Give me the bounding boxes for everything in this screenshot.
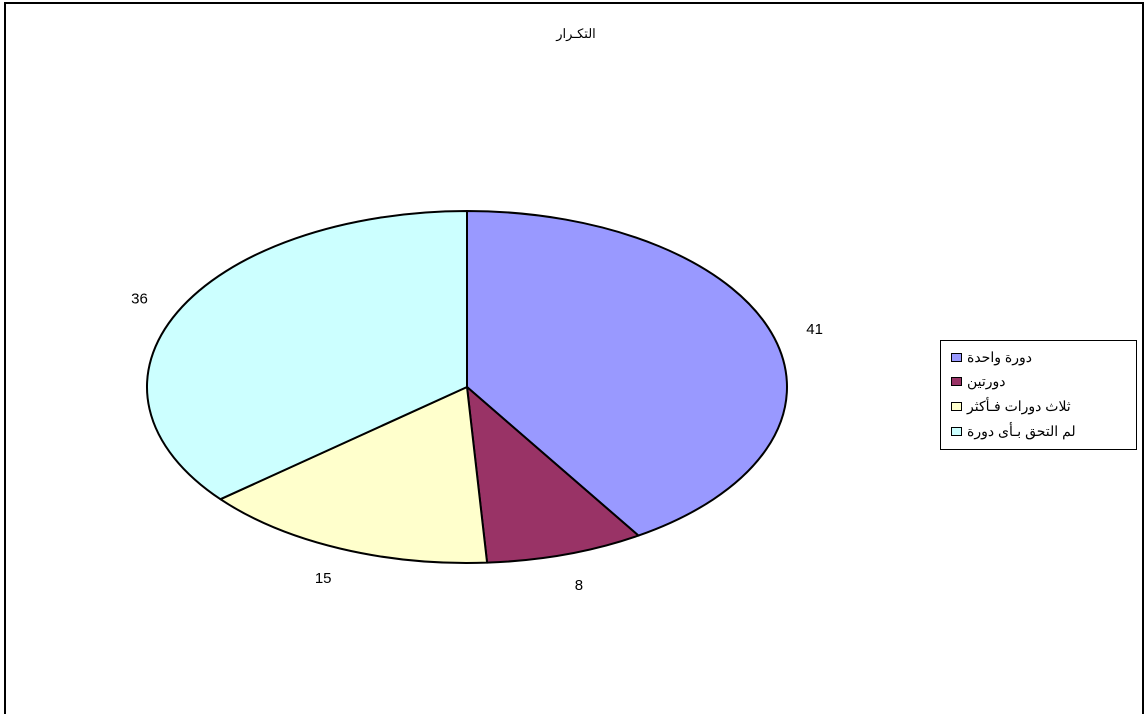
legend-label: لم التحق بـأى دورة bbox=[967, 422, 1076, 439]
legend-item-one-course: دورة واحدة bbox=[951, 347, 1131, 367]
chart-title: التكـرار bbox=[556, 26, 596, 41]
slice-two-courses bbox=[466, 386, 640, 564]
legend-swatch bbox=[951, 376, 962, 386]
data-label-two-courses: 8 bbox=[575, 577, 583, 594]
slice-none bbox=[146, 210, 468, 501]
data-label-one-course: 41 bbox=[806, 321, 823, 338]
legend-item-two-courses: دورتين bbox=[951, 371, 1131, 391]
data-label-three-or-more: 15 bbox=[315, 570, 332, 587]
legend-swatch bbox=[951, 401, 962, 411]
legend-swatch bbox=[951, 426, 962, 436]
legend-label: دورة واحدة bbox=[967, 348, 1032, 365]
legend-label: دورتين bbox=[967, 372, 1006, 389]
pie-slices bbox=[146, 210, 788, 564]
legend: دورة واحدة دورتين ثلاث دورات فـأكثر لم ا… bbox=[940, 340, 1137, 450]
slice-one-course bbox=[466, 210, 788, 537]
legend-swatch bbox=[951, 352, 962, 362]
slice-three-or-more bbox=[219, 386, 489, 564]
legend-item-three-or-more: ثلاث دورات فـأكثر bbox=[951, 396, 1131, 416]
chart-frame: التكـرار 41 8 15 36 دورة واحدة دورتين ثلاث … bbox=[4, 2, 1144, 714]
pie-data-labels: 41 8 15 36 bbox=[131, 290, 823, 593]
pie-chart: 41 8 15 36 bbox=[131, 210, 823, 594]
data-label-none: 36 bbox=[131, 290, 148, 307]
legend-label: ثلاث دورات فـأكثر bbox=[967, 397, 1071, 414]
legend-item-none: لم التحق بـأى دورة bbox=[951, 421, 1131, 441]
